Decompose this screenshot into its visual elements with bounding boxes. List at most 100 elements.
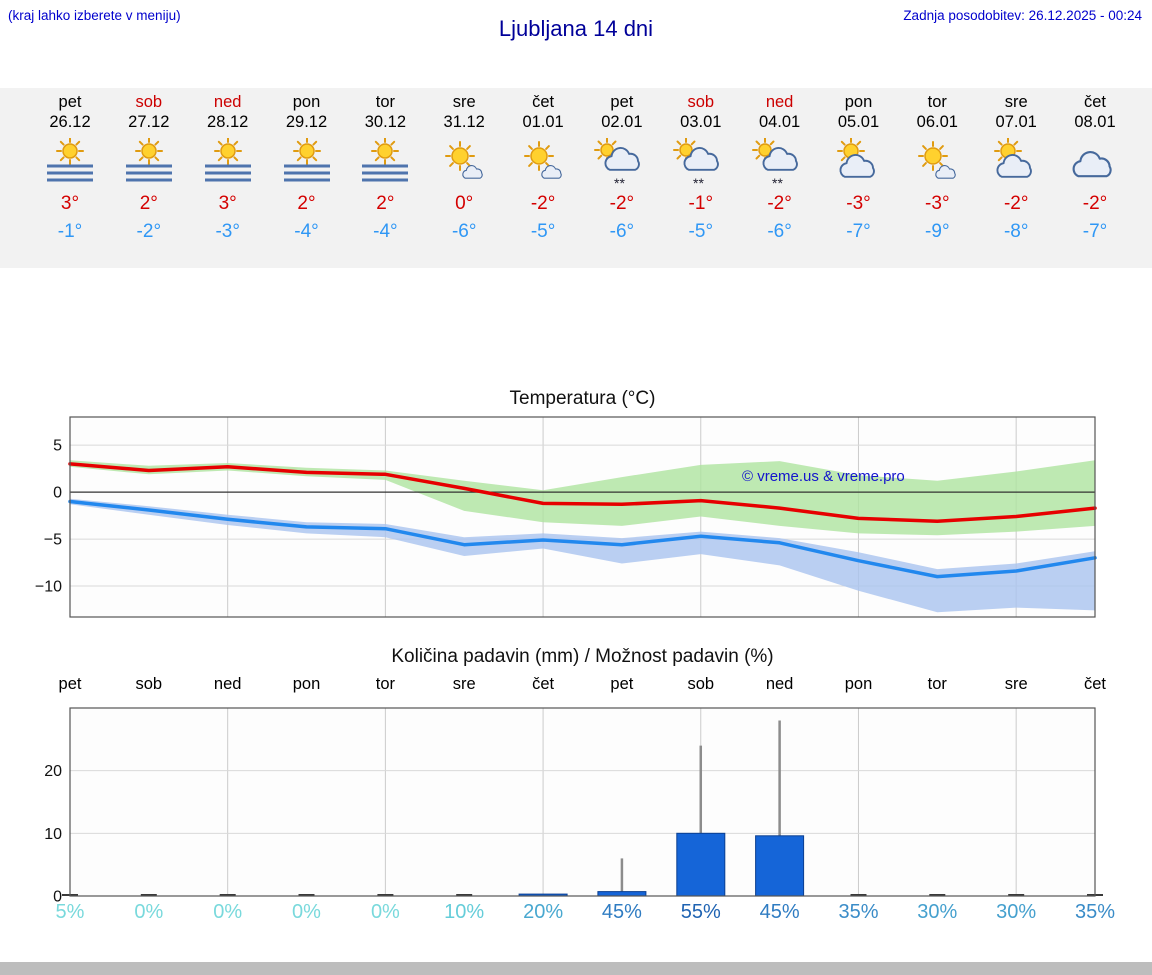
last-update-label: Zadnja posodobitev: 26.12.2025 - 00:24 (903, 8, 1142, 23)
day-date: 02.01 (601, 113, 643, 131)
temp-min: -6° (451, 221, 477, 242)
temp-max: 2° (139, 193, 158, 214)
forecast-day: pet 26.12 3° -1° (31, 88, 110, 268)
weather-icon-snow-shower: ** (661, 137, 740, 192)
temperature-chart-title: Temperatura (°C) (509, 388, 656, 409)
precip-probability: 30% (996, 901, 1037, 923)
temp-min: -3° (215, 221, 240, 242)
day-name: sob (687, 93, 715, 111)
day-date: 07.01 (995, 113, 1037, 131)
precip-probability: 35% (1074, 901, 1116, 923)
temp-max: -2° (609, 193, 635, 214)
day-name: pon (292, 93, 321, 111)
weather-icon-sun-fog (267, 137, 346, 192)
day-date: 27.12 (128, 113, 170, 131)
forecast-day: ned 28.12 3° -3° (188, 88, 267, 268)
precip-probability: 5% (55, 901, 85, 923)
day-name: pet (610, 93, 634, 111)
forecast-day: sre 31.12 0° -6° (425, 88, 504, 268)
weather-icon-sun-fog (188, 137, 267, 192)
temp-max: 3° (60, 193, 80, 214)
precip-probability: 0% (292, 901, 321, 923)
temp-max: 3° (218, 193, 237, 214)
weather-icon-mostly-sunny (425, 138, 504, 192)
day-name: pon (844, 93, 873, 111)
axis-day-label: pet (610, 675, 634, 693)
day-date: 06.01 (916, 113, 958, 131)
temp-min: -4° (373, 221, 398, 242)
axis-day-label: pon (292, 675, 321, 693)
watermark: © vreme.us & vreme.pro (742, 468, 905, 485)
forecast-day: pet 02.01 ** -2° -6° (582, 88, 661, 268)
temp-max: -2° (1082, 193, 1108, 214)
forecast-strip: pet 26.12 3° -1° sob 27.12 2° -2° ned 28.12 3° -3° p… (0, 88, 1152, 268)
day-date: 01.01 (522, 113, 564, 131)
temp-min: -5° (530, 221, 556, 242)
axis-day-label: pon (844, 675, 873, 693)
temp-max: -3° (846, 193, 871, 214)
svg-text:20: 20 (44, 763, 62, 780)
weather-icon-sun-fog (109, 137, 188, 192)
day-name: čet (1083, 93, 1106, 111)
precip-probability: 10% (444, 901, 485, 923)
axis-day-label: sre (452, 675, 476, 693)
svg-text:0: 0 (53, 889, 62, 904)
axis-day-label: ned (213, 675, 242, 693)
day-name: sob (135, 93, 163, 111)
weather-icon-mostly-sunny (504, 138, 583, 192)
day-name: sre (1004, 93, 1028, 111)
temp-max: 2° (376, 193, 395, 214)
svg-text:**: ** (614, 175, 625, 190)
temp-min: -1° (57, 221, 83, 242)
svg-text:**: ** (693, 175, 704, 190)
svg-text:−5: −5 (44, 532, 62, 549)
axis-day-label: ned (765, 675, 794, 693)
temp-min: -6° (767, 221, 792, 242)
weather-icon-partly-cloudy (977, 137, 1056, 192)
weather-icon-sun-fog (31, 137, 110, 192)
temp-max: -2° (530, 193, 556, 214)
axis-day-label: sob (687, 675, 715, 693)
precip-probability: 45% (759, 901, 800, 923)
temp-max: -1° (688, 193, 714, 214)
svg-text:−10: −10 (35, 579, 62, 596)
forecast-day: ned 04.01 ** -2° -6° (740, 88, 819, 268)
forecast-day: pon 05.01 -3° -7° (819, 88, 898, 268)
temp-min: -9° (925, 221, 950, 242)
forecast-day: sre 07.01 -2° -8° (977, 88, 1056, 268)
weather-icon-partly-cloudy (819, 137, 898, 192)
precip-probability: 20% (523, 901, 564, 923)
axis-day-label: sob (135, 675, 163, 693)
weather-icon-snow-shower: ** (582, 137, 661, 192)
weather-icon-mostly-sunny (898, 138, 977, 192)
weather-icon-cloudy (1056, 138, 1135, 192)
temperature-chart: 5 0 −5 −10 © vreme.us & vreme.pro (35, 416, 1097, 618)
day-date: 30.12 (364, 113, 407, 131)
temp-min: -2° (136, 221, 162, 242)
axis-day-label: tor (927, 675, 947, 693)
precip-probability: 55% (680, 901, 721, 923)
day-date: 05.01 (837, 113, 880, 131)
precip-probability: 0% (213, 901, 243, 923)
temp-min: -4° (294, 221, 319, 242)
day-date: 26.12 (49, 113, 91, 131)
weather-icon-sun-fog (346, 137, 425, 192)
day-date: 29.12 (285, 113, 328, 131)
temp-max: -2° (767, 193, 792, 214)
location-hint: (kraj lahko izberete v meniju) (8, 8, 181, 23)
forecast-day: čet 01.01 -2° -5° (504, 88, 583, 268)
precip-probability: 35% (838, 901, 879, 923)
day-date: 28.12 (207, 113, 249, 131)
precip-probability: 30% (917, 901, 958, 923)
svg-text:10: 10 (44, 826, 62, 843)
day-name: tor (927, 93, 947, 111)
forecast-day: sob 03.01 ** -1° -5° (661, 88, 740, 268)
page-title: Ljubljana 14 dni (498, 16, 654, 41)
temp-max: -3° (925, 193, 950, 214)
day-name: ned (765, 93, 794, 111)
forecast-day: tor 06.01 -3° -9° (898, 88, 977, 268)
forecast-day: sob 27.12 2° -2° (109, 88, 188, 268)
temp-max: 0° (455, 193, 474, 214)
day-date: 31.12 (443, 113, 485, 131)
